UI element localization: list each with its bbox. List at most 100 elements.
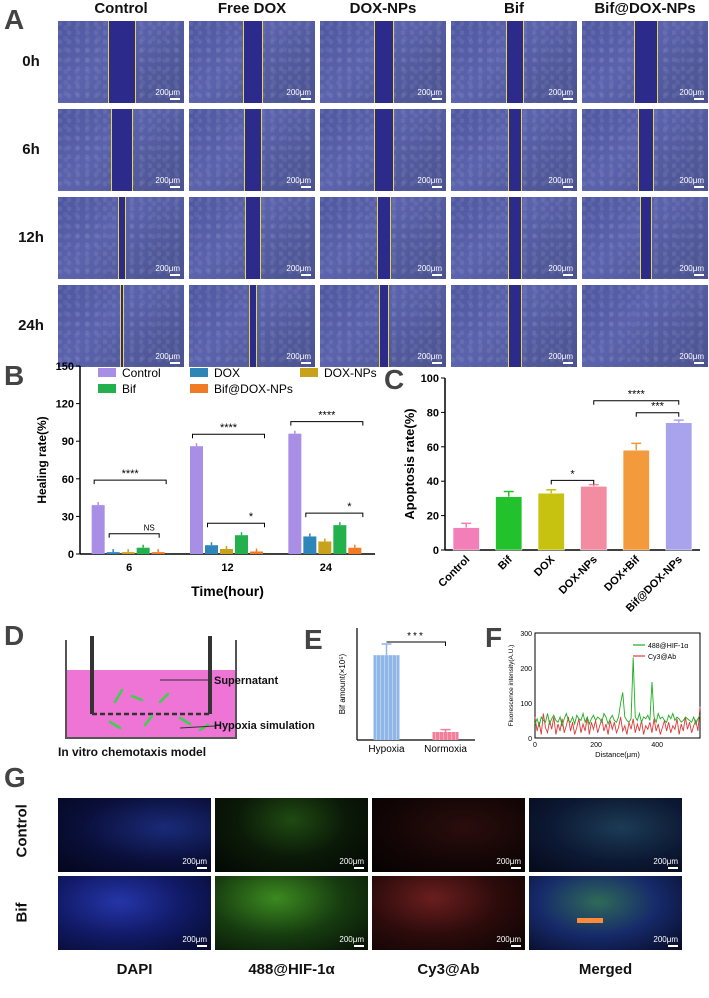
bar (303, 536, 317, 554)
wound-image: 200μm (188, 196, 316, 280)
bar (537, 492, 565, 551)
scale-line (432, 274, 442, 276)
bar (91, 505, 105, 554)
significance-label: * (570, 468, 575, 480)
wound-gap (505, 21, 525, 103)
scale-bar: 200μm (155, 88, 180, 100)
wound-gap (634, 21, 658, 103)
scale-bar: 200μm (286, 264, 311, 276)
scale-bar: 200μm (417, 176, 442, 188)
scale-bar: 200μm (182, 935, 207, 947)
column-header: Free DOX (217, 0, 287, 17)
legend-label: Cy3@Ab (648, 654, 676, 661)
scale-label: 200μm (548, 176, 573, 185)
fluorescence-image: 200μm (371, 875, 526, 951)
scale-label: 200μm (679, 352, 704, 361)
scale-line (170, 98, 180, 100)
scale-bar: 200μm (417, 352, 442, 364)
y-axis-label: Bif amount(×10⁵) (338, 653, 347, 714)
x-axis-label: Time(hour) (191, 583, 264, 599)
significance-label: **** (318, 410, 336, 422)
fluorescence-image: 200μm (371, 797, 526, 873)
significance-bracket (550, 479, 595, 485)
fluorescence-image: 200μm (528, 875, 683, 951)
legend-label: DOX-NPs (324, 366, 377, 380)
scale-bar: 200μm (679, 88, 704, 100)
wound-gap (639, 197, 653, 279)
y-tick-label: 20 (427, 511, 439, 523)
scale-line (694, 362, 704, 364)
wound-image: 200μm (319, 196, 447, 280)
wound-image: 200μm (57, 196, 185, 280)
y-tick-label: 100 (421, 373, 439, 385)
legend-label: Bif (122, 382, 137, 396)
bar (580, 486, 608, 551)
panel-d-letter: D (4, 620, 25, 651)
x-tick-label: Normoxia (424, 744, 467, 755)
x-tick-label: 400 (651, 742, 663, 749)
significance-label: NS (144, 524, 155, 533)
panel-e-letter: E (304, 624, 323, 655)
scale-line (170, 186, 180, 188)
bar (665, 422, 693, 551)
fluorescence-image: 200μm (57, 797, 212, 873)
scale-line (668, 867, 678, 869)
scale-label: 200μm (417, 176, 442, 185)
scale-bar: 200μm (182, 857, 207, 869)
x-axis-label: Distance(μm) (595, 750, 640, 759)
scale-label: 200μm (286, 352, 311, 361)
wound-image: 200μm (188, 284, 316, 368)
scale-line (301, 274, 311, 276)
scale-label: 200μm (155, 264, 180, 273)
significance-label: * (347, 501, 352, 513)
y-tick-label: 40 (427, 476, 439, 488)
bar (151, 552, 165, 554)
column-caption: DAPI (116, 961, 153, 978)
y-axis-label: Healing rate(%) (35, 416, 49, 503)
scale-label: 200μm (679, 264, 704, 273)
significance-label: **** (628, 389, 646, 401)
scale-label: 200μm (417, 88, 442, 97)
panel-a-letter: A (4, 4, 25, 35)
panel-b-healing-chart: 0 30 60 90 120 150 Healing rate(%) 6 12 24 Time(ho… (35, 361, 377, 599)
significance-label: *** (651, 401, 665, 413)
scale-line (432, 186, 442, 188)
supernatant-label: Supernatant (214, 675, 279, 687)
scale-line (170, 274, 180, 276)
wound-gap (507, 285, 523, 367)
wound-image: 200μm (450, 284, 578, 368)
scale-label: 200μm (182, 935, 207, 944)
bar (348, 547, 362, 554)
scale-line (511, 945, 521, 947)
significance-bracket (593, 400, 680, 405)
scale-bar: 200μm (548, 176, 573, 188)
scale-line (301, 186, 311, 188)
bar (432, 732, 459, 740)
panel-d-chemotaxis-diagram (65, 636, 237, 739)
scale-line (668, 945, 678, 947)
y-tick-label: 60 (427, 442, 439, 454)
bar (121, 552, 135, 554)
scale-label: 200μm (155, 88, 180, 97)
significance-bracket (635, 412, 680, 417)
panel-g-letter: G (4, 762, 26, 793)
scale-bar: 200μm (653, 935, 678, 947)
significance-bracket (108, 533, 160, 538)
scale-label: 200μm (417, 352, 442, 361)
x-tick-label: 24 (320, 562, 333, 574)
wound-image: 200μm (57, 284, 185, 368)
significance-bracket (290, 421, 364, 426)
scale-bar: 200μm (155, 352, 180, 364)
y-tick-label: 100 (520, 701, 532, 708)
column-header: DOX-NPs (349, 0, 417, 17)
y-tick-label: 300 (520, 631, 532, 638)
significance-label: *** (407, 631, 425, 642)
scale-label: 200μm (339, 857, 364, 866)
scale-line (694, 98, 704, 100)
scale-bar: 200μm (155, 264, 180, 276)
scale-line (563, 98, 573, 100)
scale-label: 200μm (548, 264, 573, 273)
wound-image: 200μm (57, 108, 185, 192)
panel-f-letter: F (485, 622, 503, 653)
wound-gap (118, 197, 126, 279)
